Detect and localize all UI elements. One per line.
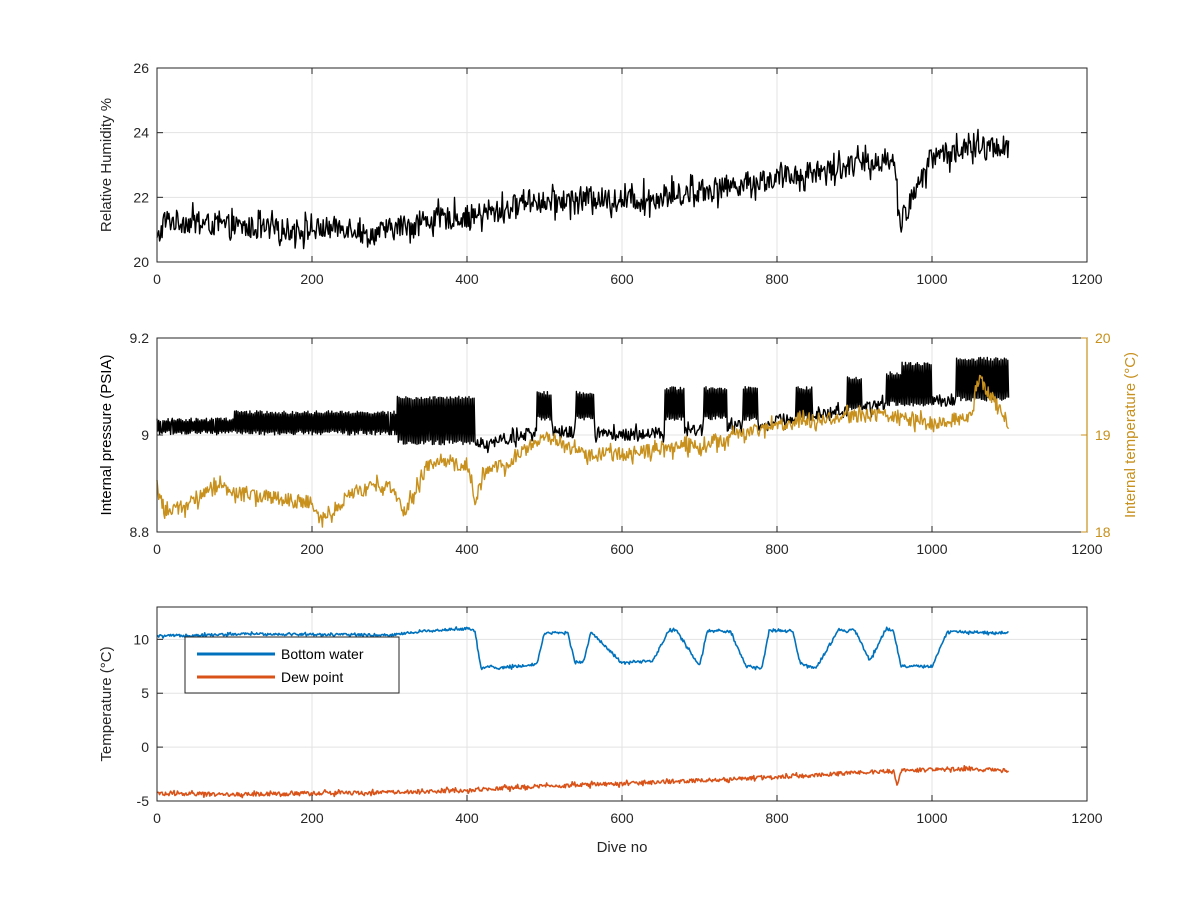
temperature-series-bottom-water xyxy=(156,626,1009,671)
temperature-x-tick-0: 0 xyxy=(153,810,161,826)
humidity-y-tick-24: 24 xyxy=(133,125,149,141)
temperature-y-ticks: -5 0 5 10 xyxy=(133,631,1087,809)
temperature-legend: Bottom water Dew point xyxy=(184,636,400,694)
pressure-x-tick-600: 600 xyxy=(610,541,634,557)
pressure-x-tick-400: 400 xyxy=(455,541,479,557)
humidity-x-tick-800: 800 xyxy=(765,271,789,287)
temperature-x-tick-1200: 1200 xyxy=(1071,810,1102,826)
humidity-x-ticks: 0 200 400 600 800 1000 1200 xyxy=(153,68,1103,287)
temperature-x-tick-200: 200 xyxy=(300,810,324,826)
humidity-y-tick-26: 26 xyxy=(133,60,149,76)
humidity-x-tick-0: 0 xyxy=(153,271,161,287)
pressure-x-tick-800: 800 xyxy=(765,541,789,557)
humidity-x-tick-1200: 1200 xyxy=(1071,271,1102,287)
pressure-x-ticks: 0 200 400 600 800 1000 1200 xyxy=(153,338,1103,557)
temperature-series xyxy=(156,626,1010,799)
temperature-y-label: Temperature (°C) xyxy=(98,646,115,761)
pressure-series-line xyxy=(156,356,1010,454)
legend-label-bottom-water: Bottom water xyxy=(281,646,364,662)
internal-temperature-y-ticks: 18 19 20 xyxy=(1081,330,1111,540)
x-axis-label: Dive no xyxy=(597,839,648,856)
pressure-y-tick-9-2: 9.2 xyxy=(130,330,150,346)
pressure-x-tick-0: 0 xyxy=(153,541,161,557)
temperature-x-tick-600: 600 xyxy=(610,810,634,826)
humidity-panel: 0 200 400 600 800 1000 1200 20 22 24 26 Relative … xyxy=(98,60,1103,287)
humidity-y-ticks: 20 22 24 26 xyxy=(133,60,1087,270)
humidity-x-tick-400: 400 xyxy=(455,271,479,287)
pressure-y2-tick-19: 19 xyxy=(1095,427,1111,443)
humidity-x-tick-1000: 1000 xyxy=(916,271,947,287)
temperature-y-tick-0: 0 xyxy=(141,739,149,755)
temperature-series-dew-point xyxy=(157,765,1010,799)
humidity-series xyxy=(156,128,1010,250)
humidity-series-line xyxy=(156,128,1010,250)
pressure-x-tick-1200: 1200 xyxy=(1071,541,1102,557)
pressure-panel: 0 200 400 600 800 1000 1200 8.8 9 9.2 18 19 20 Int… xyxy=(98,330,1139,557)
pressure-series xyxy=(156,356,1010,528)
pressure-y-tick-8-8: 8.8 xyxy=(130,524,150,540)
humidity-y-tick-22: 22 xyxy=(133,189,149,205)
temperature-y-tick-5: 5 xyxy=(141,685,149,701)
pressure-y-tick-9: 9 xyxy=(141,427,149,443)
legend-box xyxy=(184,636,400,694)
legend-label-dew-point: Dew point xyxy=(281,669,343,685)
pressure-x-tick-200: 200 xyxy=(300,541,324,557)
pressure-y2-tick-18: 18 xyxy=(1095,524,1111,540)
pressure-y-label: Internal pressure (PSIA) xyxy=(98,355,115,516)
humidity-x-tick-200: 200 xyxy=(300,271,324,287)
pressure-series-right-axis xyxy=(156,374,1010,528)
temperature-x-tick-1000: 1000 xyxy=(916,810,947,826)
humidity-y-label: Relative Humidity % xyxy=(98,98,115,232)
temperature-x-tick-400: 400 xyxy=(455,810,479,826)
humidity-x-tick-600: 600 xyxy=(610,271,634,287)
temperature-y-tick-10: 10 xyxy=(133,631,149,647)
pressure-y-ticks: 8.8 9 9.2 xyxy=(130,330,163,540)
pressure-x-tick-1000: 1000 xyxy=(916,541,947,557)
humidity-y-tick-20: 20 xyxy=(133,254,149,270)
temperature-x-tick-800: 800 xyxy=(765,810,789,826)
pressure-y2-tick-20: 20 xyxy=(1095,330,1111,346)
temperature-x-ticks: 0 200 400 600 800 1000 1200 xyxy=(153,607,1103,826)
internal-temperature-y-label: Internal temperature (°C) xyxy=(1122,352,1139,518)
temperature-y-tick-5: -5 xyxy=(137,793,150,809)
